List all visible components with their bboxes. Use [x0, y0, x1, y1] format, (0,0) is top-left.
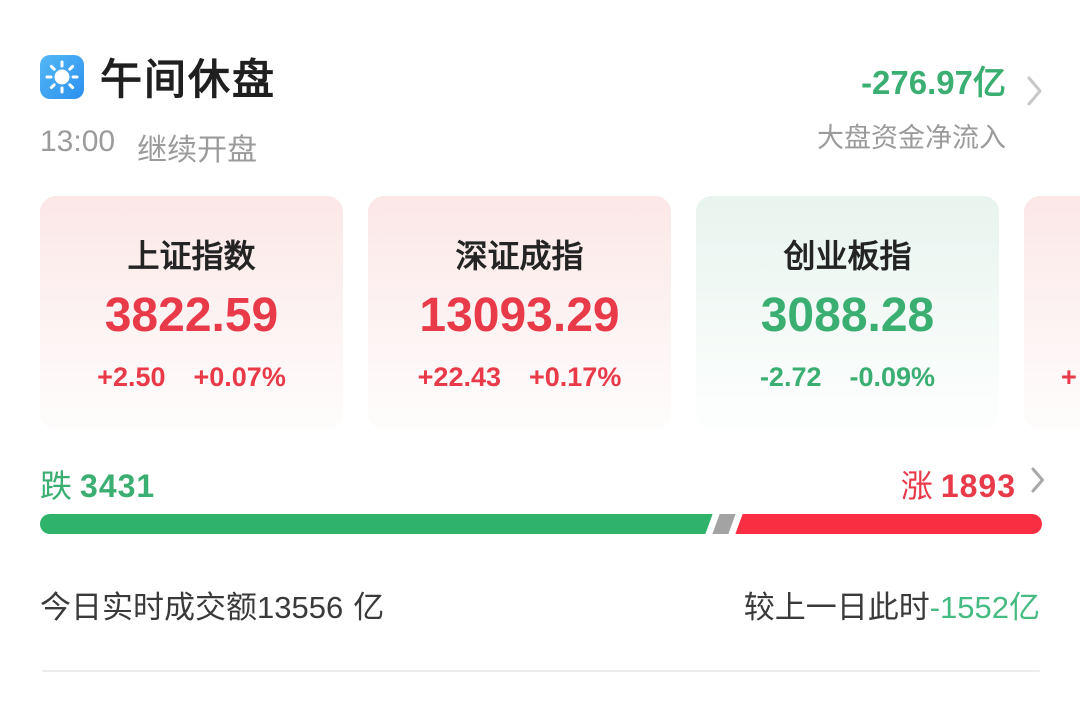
- index-value: 13093.29: [419, 289, 620, 342]
- index-name: [1024, 238, 1080, 274]
- index-change-percent: -0.09%: [849, 362, 936, 392]
- index-name: 创业板指: [783, 238, 912, 274]
- page-title: 午间休盘: [100, 56, 277, 103]
- turnover-today-label: 今日实时成交额: [40, 590, 257, 625]
- index-cards-scroller[interactable]: 上证指数 3822.59 +2.50 +0.07% 深证成指 13093.29 …: [40, 196, 1080, 429]
- advance-decline-bar: [40, 514, 1042, 534]
- resume-time: 13:00: [40, 125, 116, 158]
- flat-bar-segment: [712, 514, 736, 534]
- divider: [42, 670, 1040, 672]
- breadth-labels: 跌 3431 涨 1893: [40, 461, 1046, 507]
- advance-decline-bar-inner: [40, 514, 1042, 534]
- turnover-today-unit: 亿: [353, 590, 385, 625]
- index-card-szse[interactable]: 深证成指 13093.29 +22.43 +0.17%: [368, 196, 671, 429]
- index-change-amount: +2.50: [97, 362, 166, 392]
- fall-label: 跌: [40, 468, 73, 504]
- sun-icon: [40, 54, 84, 99]
- index-value: [1024, 290, 1080, 342]
- index-value: 3822.59: [104, 289, 279, 342]
- index-card-chinext[interactable]: 创业板指 3088.28 -2.72 -0.09%: [696, 196, 999, 429]
- net-inflow-value: -276.97亿: [861, 64, 1006, 101]
- rise-label: 涨: [900, 468, 933, 504]
- index-card-partial[interactable]: +: [1024, 196, 1080, 429]
- index-name: 深证成指: [455, 238, 584, 274]
- index-value: 3088.28: [760, 289, 935, 342]
- fall-count: 跌 3431: [40, 461, 155, 507]
- decline-bar-segment: [40, 514, 713, 534]
- net-inflow-label: 大盘资金净流入: [817, 123, 1006, 153]
- turnover-today: 今日实时成交额13556 亿: [40, 582, 384, 627]
- index-change: +22.43 +0.17%: [368, 362, 671, 393]
- index-card-sse[interactable]: 上证指数 3822.59 +2.50 +0.07%: [40, 196, 343, 429]
- header-left: 午间休盘 13:00 继续开盘: [40, 46, 276, 169]
- turnover-row: 今日实时成交额13556 亿 较上一日此时-1552亿: [40, 582, 1040, 627]
- index-change-amount: -2.72: [759, 362, 822, 392]
- index-change-percent: +0.17%: [529, 362, 622, 392]
- chevron-right-icon[interactable]: [1026, 74, 1044, 113]
- index-change: -2.72 -0.09%: [696, 362, 999, 393]
- turnover-compare-label: 较上一日此时: [743, 590, 930, 625]
- index-name: 上证指数: [127, 238, 256, 274]
- rise-count-link[interactable]: 涨 1893: [901, 461, 1046, 507]
- index-change: +: [1024, 362, 1080, 393]
- rise-count-value: 1893: [940, 468, 1016, 504]
- fall-count-value: 3431: [80, 468, 156, 504]
- index-change-amount: +22.43: [417, 362, 501, 392]
- index-change-amount: +: [1061, 362, 1077, 392]
- turnover-compare: 较上一日此时-1552亿: [744, 582, 1040, 627]
- advance-bar-segment: [735, 514, 1042, 534]
- resume-status: 继续开盘: [137, 134, 258, 167]
- turnover-today-value: 13556: [257, 590, 344, 625]
- index-change: +2.50 +0.07%: [40, 362, 343, 393]
- rise-count: 涨 1893: [901, 461, 1016, 507]
- net-inflow-link[interactable]: -276.97亿 大盘资金净流入: [817, 56, 1006, 155]
- chevron-right-icon[interactable]: [1030, 465, 1046, 503]
- turnover-compare-value: -1552亿: [929, 590, 1040, 625]
- index-change-percent: +0.07%: [193, 362, 286, 392]
